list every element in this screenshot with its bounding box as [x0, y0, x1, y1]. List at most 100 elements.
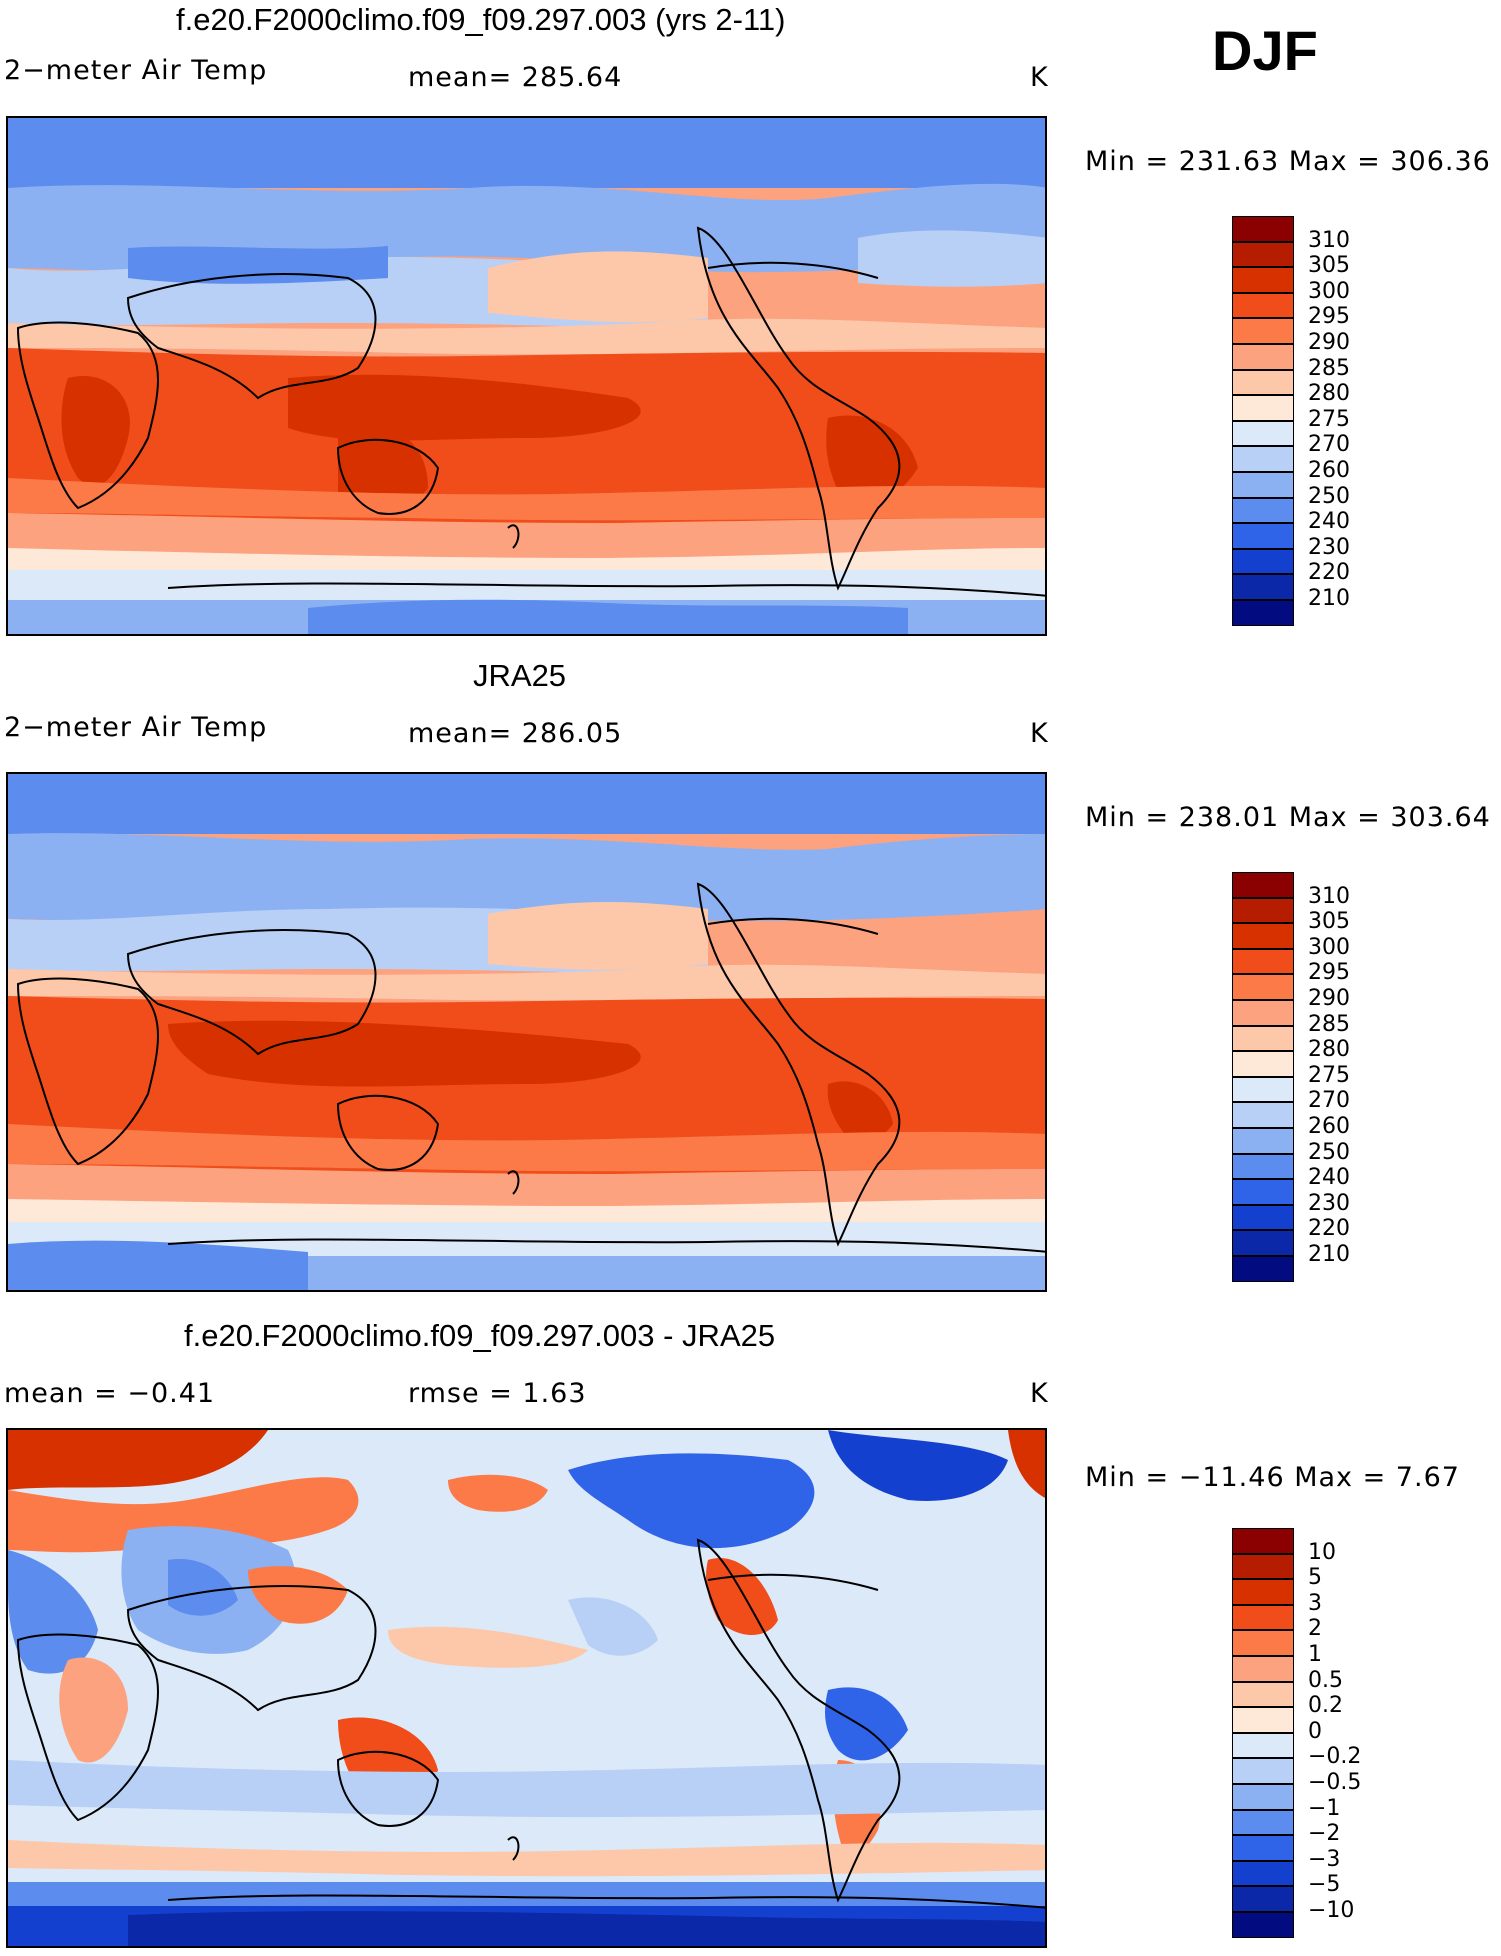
panel3-units-label: K	[1030, 1378, 1049, 1409]
panel3-colorbar-swatch	[1232, 1860, 1294, 1887]
panel2-map-field	[8, 774, 1045, 1290]
panel2-colorbar-label: 295	[1308, 960, 1350, 986]
panel2-colorbar-label: 285	[1308, 1011, 1350, 1037]
panel3-rmse-label: rmse = 1.63	[408, 1378, 587, 1409]
panel3-colorbar-swatch	[1232, 1681, 1294, 1708]
panel3-minmax-label: Min = −11.46 Max = 7.67	[1085, 1462, 1460, 1493]
panel1-colorbar-label: 260	[1308, 458, 1350, 483]
panel2-colorbar-label: 270	[1308, 1088, 1350, 1114]
panel2-colorbar-swatch	[1232, 872, 1294, 898]
panel1-colorbar-swatch	[1232, 241, 1294, 268]
season-label: DJF	[1212, 19, 1318, 82]
panel1-colorbar-label: 210	[1308, 586, 1350, 611]
panel3-map	[6, 1428, 1047, 1948]
panel2-colorbar-label: 290	[1308, 986, 1350, 1011]
panel2-colorbar-label: 280	[1308, 1037, 1350, 1063]
panel2-colorbar-swatch	[1232, 1204, 1294, 1231]
panel2-colorbar-label: 250	[1308, 1139, 1350, 1165]
panel2-colorbar-swatch	[1232, 1256, 1294, 1282]
panel2-colorbar-label: 210	[1308, 1242, 1350, 1267]
panel1-colorbar	[1232, 216, 1294, 626]
panel2-colorbar-swatch	[1232, 1153, 1294, 1180]
panel1-colorbar-swatch	[1232, 344, 1294, 370]
panel2-colorbar-label: 240	[1308, 1165, 1350, 1191]
panel1-variable-label: 2−meter Air Temp	[4, 55, 268, 86]
panel1-colorbar-swatch	[1232, 574, 1294, 600]
panel1-colorbar-swatch	[1232, 523, 1294, 549]
panel2-colorbar-swatch	[1232, 1000, 1294, 1026]
panel1-colorbar-swatch	[1232, 369, 1294, 396]
panel2-colorbar-swatch	[1232, 948, 1294, 975]
panel1-colorbar-label: 290	[1308, 330, 1350, 355]
panel3-title: f.e20.F2000climo.f09_f09.297.003 - JRA25	[184, 1318, 776, 1353]
panel2-units-label: K	[1030, 718, 1049, 749]
panel3-colorbar-label: 0.2	[1308, 1693, 1343, 1719]
panel1-colorbar-label: 250	[1308, 483, 1350, 509]
panel3-colorbar-label: 5	[1308, 1565, 1322, 1591]
panel2-colorbar-label: 310	[1308, 883, 1350, 909]
panel2-colorbar-swatch	[1232, 923, 1294, 949]
panel1-colorbar-swatch	[1232, 497, 1294, 524]
panel3-colorbar-label: −1	[1308, 1795, 1341, 1821]
panel1-colorbar-swatch	[1232, 472, 1294, 498]
panel2-colorbar-swatch	[1232, 1102, 1294, 1128]
panel3-colorbar-label: −0.5	[1308, 1770, 1362, 1795]
panel2-mean-label: mean= 286.05	[408, 718, 623, 749]
panel2-colorbar-swatch	[1232, 1179, 1294, 1205]
panel2-colorbar-label: 275	[1308, 1062, 1350, 1088]
panel3-colorbar-label: 0	[1308, 1718, 1322, 1744]
panel1-colorbar-swatch	[1232, 292, 1294, 319]
panel2-colorbar-label: 220	[1308, 1216, 1350, 1242]
panel3-colorbar-swatch	[1232, 1553, 1294, 1580]
panel1-title: f.e20.F2000climo.f09_f09.297.003 (yrs 2-…	[176, 2, 786, 37]
panel1-colorbar-swatch	[1232, 216, 1294, 242]
panel3-colorbar-label: −3	[1308, 1846, 1341, 1872]
panel2-colorbar-label: 305	[1308, 909, 1350, 935]
panel1-minmax-label: Min = 231.63 Max = 306.36	[1085, 146, 1491, 177]
panel3-colorbar-label: −2	[1308, 1821, 1341, 1847]
panel1-colorbar-label: 230	[1308, 534, 1350, 560]
panel3-colorbar-swatch	[1232, 1886, 1294, 1912]
panel3-colorbar-swatch	[1232, 1809, 1294, 1836]
panel1-colorbar-swatch	[1232, 600, 1294, 626]
panel1-colorbar-label: 280	[1308, 381, 1350, 407]
panel2-minmax-label: Min = 238.01 Max = 303.64	[1085, 802, 1491, 833]
panel1-colorbar-label: 305	[1308, 253, 1350, 279]
panel1-colorbar-swatch	[1232, 446, 1294, 472]
panel3-colorbar-swatch	[1232, 1732, 1294, 1759]
panel2-colorbar-swatch	[1232, 1025, 1294, 1052]
panel1-units-label: K	[1030, 62, 1049, 93]
panel2-colorbar-swatch	[1232, 1076, 1294, 1103]
panel1-colorbar-swatch	[1232, 548, 1294, 575]
panel3-colorbar-swatch	[1232, 1758, 1294, 1784]
panel3-colorbar-swatch	[1232, 1528, 1294, 1554]
panel3-colorbar-label: 3	[1308, 1590, 1322, 1616]
panel2-colorbar-label: 300	[1308, 934, 1350, 960]
panel3-colorbar-label: −10	[1308, 1898, 1355, 1923]
panel2-variable-label: 2−meter Air Temp	[4, 712, 268, 743]
panel3-colorbar-swatch	[1232, 1579, 1294, 1605]
panel3-colorbar-label: 2	[1308, 1616, 1322, 1642]
panel3-colorbar	[1232, 1528, 1294, 1938]
panel3-colorbar-swatch	[1232, 1835, 1294, 1861]
panel3-colorbar-label: 1	[1308, 1642, 1322, 1667]
panel2-colorbar-swatch	[1232, 1051, 1294, 1077]
panel3-colorbar-label: 0.5	[1308, 1667, 1343, 1693]
panel3-colorbar-label: 10	[1308, 1539, 1336, 1565]
panel2-colorbar-label: 260	[1308, 1114, 1350, 1139]
panel2-colorbar-swatch	[1232, 1128, 1294, 1154]
panel1-colorbar-swatch	[1232, 318, 1294, 344]
panel2-colorbar	[1232, 872, 1294, 1282]
panel1-colorbar-swatch	[1232, 420, 1294, 447]
panel1-colorbar-swatch	[1232, 267, 1294, 293]
panel1-map	[6, 116, 1047, 636]
panel3-mean-label: mean = −0.41	[4, 1378, 216, 1409]
panel2-colorbar-label: 230	[1308, 1190, 1350, 1216]
panel3-colorbar-swatch	[1232, 1912, 1294, 1938]
panel3-colorbar-swatch	[1232, 1630, 1294, 1656]
panel2-colorbar-swatch	[1232, 974, 1294, 1000]
panel2-title: JRA25	[473, 658, 567, 693]
panel1-colorbar-label: 220	[1308, 560, 1350, 586]
panel1-colorbar-label: 300	[1308, 278, 1350, 304]
panel1-mean-label: mean= 285.64	[408, 62, 623, 93]
